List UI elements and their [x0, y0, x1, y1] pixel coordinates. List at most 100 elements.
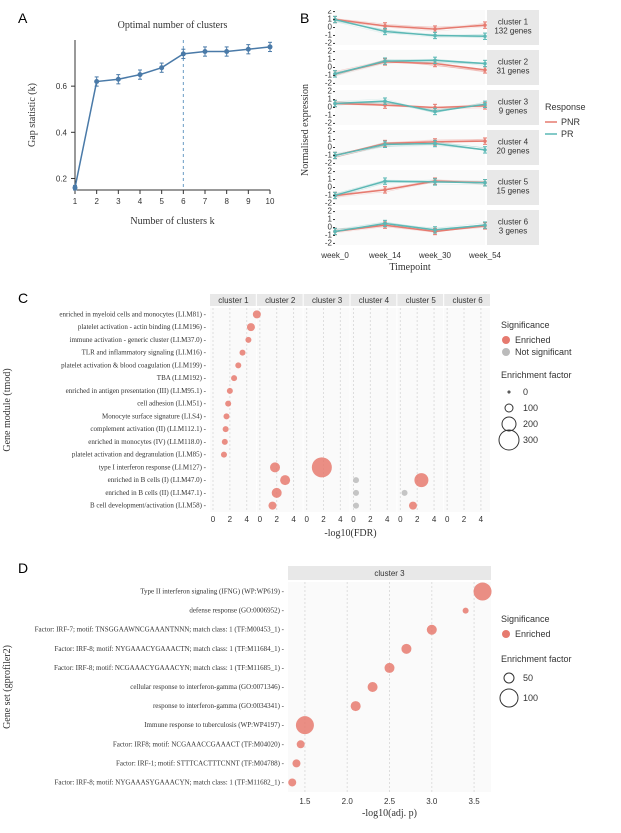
svg-text:2.0: 2.0 — [342, 797, 354, 806]
svg-text:7: 7 — [203, 197, 208, 206]
svg-text:Factor: IRF-8; motif: NYGAAACY: Factor: IRF-8; motif: NYGAAACYGAAACTN; m… — [54, 645, 284, 653]
svg-text:Type II interferon signaling (: Type II interferon signaling (IFNG) (WP:… — [140, 588, 284, 596]
svg-text:3 genes: 3 genes — [499, 227, 527, 236]
svg-text:2: 2 — [228, 515, 233, 524]
svg-text:cluster 2: cluster 2 — [498, 58, 529, 67]
svg-text:10: 10 — [266, 197, 275, 206]
svg-text:cluster 3: cluster 3 — [498, 98, 529, 107]
svg-text:cluster 5: cluster 5 — [406, 296, 437, 305]
svg-text:100: 100 — [523, 403, 538, 413]
svg-text:cluster 4: cluster 4 — [359, 296, 390, 305]
svg-text:Significance: Significance — [501, 320, 550, 330]
svg-text:week_54: week_54 — [468, 251, 502, 260]
svg-text:Significance: Significance — [501, 614, 550, 624]
svg-text:response to interferon-gamma (: response to interferon-gamma (GO:0034341… — [153, 702, 285, 710]
svg-text:2: 2 — [328, 47, 333, 56]
svg-text:-1: -1 — [325, 30, 333, 39]
svg-text:1: 1 — [328, 55, 333, 64]
svg-text:0: 0 — [328, 183, 333, 192]
svg-text:Response: Response — [545, 102, 586, 112]
svg-text:-1: -1 — [325, 150, 333, 159]
svg-text:300: 300 — [523, 435, 538, 445]
svg-text:cell adhesion (LI.M51) -: cell adhesion (LI.M51) - — [137, 400, 206, 408]
svg-text:-1: -1 — [325, 230, 333, 239]
svg-text:3: 3 — [116, 197, 121, 206]
svg-text:8: 8 — [224, 197, 229, 206]
svg-text:complement activation (II) (LI: complement activation (II) (LI.M112.1) - — [90, 425, 206, 433]
svg-text:cluster 3: cluster 3 — [374, 569, 405, 578]
svg-text:0: 0 — [211, 515, 216, 524]
svg-text:week_14: week_14 — [368, 251, 402, 260]
svg-text:Enrichment factor: Enrichment factor — [501, 654, 572, 664]
svg-text:enriched in antigen presentati: enriched in antigen presentation (III) (… — [66, 387, 207, 395]
svg-text:platelet activation and degran: platelet activation and degranulation (L… — [72, 451, 207, 459]
svg-text:0: 0 — [445, 515, 450, 524]
svg-text:Factor: IRF-8; motif: NCGAAACY: Factor: IRF-8; motif: NCGAAACYGAAACYN; m… — [54, 664, 285, 672]
svg-text:2: 2 — [328, 10, 333, 16]
svg-text:week_30: week_30 — [418, 251, 452, 260]
svg-text:0.6: 0.6 — [56, 82, 68, 91]
svg-text:-1: -1 — [325, 190, 333, 199]
svg-text:0: 0 — [328, 223, 333, 232]
svg-text:1: 1 — [328, 15, 333, 24]
svg-text:Enriched: Enriched — [515, 335, 551, 345]
svg-text:immune activation - generic cl: immune activation - generic cluster (LI.… — [70, 336, 207, 344]
svg-text:0: 0 — [328, 143, 333, 152]
svg-text:1: 1 — [328, 175, 333, 184]
svg-text:enriched in B cells (I) (LI.M4: enriched in B cells (I) (LI.M47.0) - — [108, 476, 207, 484]
svg-text:3.0: 3.0 — [426, 797, 438, 806]
svg-text:2: 2 — [321, 515, 326, 524]
svg-text:2: 2 — [462, 515, 467, 524]
svg-text:0: 0 — [351, 515, 356, 524]
svg-text:31 genes: 31 genes — [497, 67, 530, 76]
svg-text:0: 0 — [258, 515, 263, 524]
svg-text:9: 9 — [246, 197, 251, 206]
svg-text:Immune response to tuberculosi: Immune response to tuberculosis (WP:WP41… — [144, 721, 284, 729]
svg-text:cluster 1: cluster 1 — [498, 18, 529, 27]
svg-text:Gene set (gprofiler2): Gene set (gprofiler2) — [2, 645, 13, 729]
svg-text:Factor: IRF-8; motif: NYGAAASY: Factor: IRF-8; motif: NYGAAASYGAAACYN; m… — [54, 778, 284, 786]
svg-text:Number of clusters k: Number of clusters k — [130, 216, 214, 227]
svg-text:enriched in B cells (II) (LI.M: enriched in B cells (II) (LI.M47.1) - — [105, 489, 206, 497]
svg-text:5: 5 — [159, 197, 164, 206]
svg-text:cluster 1: cluster 1 — [218, 296, 249, 305]
svg-text:2: 2 — [328, 127, 333, 136]
svg-text:Factor: IRF8; motif: NCGAAACCG: Factor: IRF8; motif: NCGAAACCGAAACT (TF:… — [113, 740, 285, 748]
svg-text:0: 0 — [328, 23, 333, 32]
svg-text:0: 0 — [328, 103, 333, 112]
svg-text:20 genes: 20 genes — [497, 147, 530, 156]
svg-text:platelet activation - actin bi: platelet activation - actin binding (LI.… — [78, 323, 207, 331]
svg-text:9 genes: 9 genes — [499, 107, 527, 116]
svg-text:Factor: IRF-1; motif: STTTCACT: Factor: IRF-1; motif: STTTCACTTTCNNT (TF… — [116, 759, 285, 767]
svg-text:PR: PR — [561, 129, 574, 139]
svg-text:0: 0 — [398, 515, 403, 524]
svg-text:100: 100 — [523, 693, 538, 703]
svg-text:Gap statistic (k): Gap statistic (k) — [27, 83, 38, 147]
svg-text:50: 50 — [523, 673, 533, 683]
svg-text:PNR: PNR — [561, 117, 581, 127]
svg-text:Monocyte surface signature (LI: Monocyte surface signature (LI.S4) - — [102, 412, 207, 420]
svg-text:Normalised expression: Normalised expression — [300, 84, 311, 176]
svg-text:1: 1 — [328, 215, 333, 224]
svg-text:cluster 4: cluster 4 — [498, 138, 529, 147]
svg-text:platelet activation & blood co: platelet activation & blood coagulation … — [61, 361, 206, 369]
svg-text:6: 6 — [181, 197, 186, 206]
svg-text:cluster 2: cluster 2 — [265, 296, 296, 305]
svg-text:cluster 3: cluster 3 — [312, 296, 343, 305]
svg-text:2: 2 — [328, 167, 333, 176]
svg-text:Optimal number of clusters: Optimal number of clusters — [118, 20, 228, 31]
svg-text:-log10(adj. p): -log10(adj. p) — [362, 808, 417, 819]
svg-text:cluster 6: cluster 6 — [452, 296, 483, 305]
svg-text:1: 1 — [328, 135, 333, 144]
svg-text:-1: -1 — [325, 110, 333, 119]
svg-text:-1: -1 — [325, 70, 333, 79]
svg-text:4: 4 — [432, 515, 437, 524]
svg-text:200: 200 — [523, 419, 538, 429]
svg-text:0: 0 — [523, 387, 528, 397]
svg-text:4: 4 — [291, 515, 296, 524]
svg-text:cluster 6: cluster 6 — [498, 218, 529, 227]
svg-text:0.4: 0.4 — [56, 128, 68, 137]
svg-text:3.5: 3.5 — [469, 797, 481, 806]
svg-text:2.5: 2.5 — [384, 797, 396, 806]
svg-text:0: 0 — [304, 515, 309, 524]
